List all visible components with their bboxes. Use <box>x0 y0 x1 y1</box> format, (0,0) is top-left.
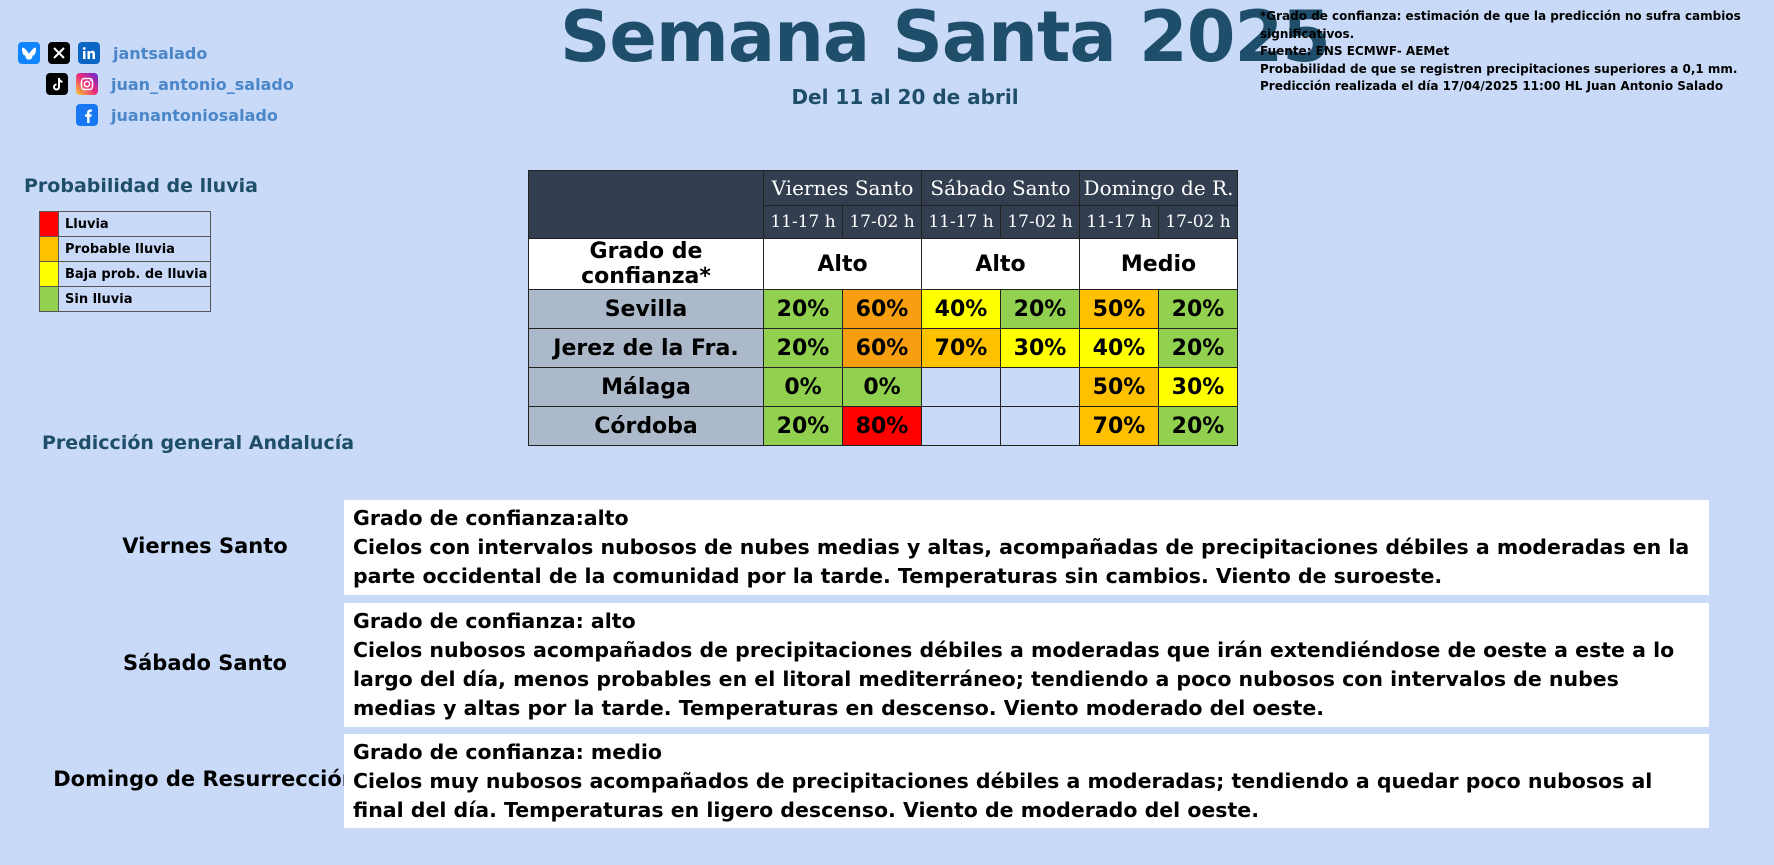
social-handle[interactable]: juan_antonio_salado <box>111 74 294 94</box>
x-icon[interactable] <box>48 42 70 64</box>
prob-cell: 20% <box>763 406 843 446</box>
prob-cell-empty <box>921 367 1001 407</box>
tiktok-icon[interactable] <box>46 73 68 95</box>
prediction-day-label: Sábado Santo <box>123 651 287 675</box>
header-day: Viernes Santo <box>763 170 922 206</box>
table-row: Sevilla 20% 60% 40% 20% 50% 20% <box>528 289 1238 329</box>
prob-cell: 30% <box>1158 367 1238 407</box>
note-source: Fuente: ENS ECMWF- AEMet <box>1260 44 1450 58</box>
legend-title: Probabilidad de lluvia <box>24 175 258 197</box>
legend-swatch <box>39 236 59 262</box>
facebook-icon[interactable] <box>76 104 98 126</box>
prob-cell: 70% <box>921 328 1001 368</box>
legend-swatch <box>39 211 59 237</box>
prediction-confidence: Grado de confianza: medio <box>353 740 662 764</box>
prob-cell: 40% <box>1079 328 1159 368</box>
table-header-days: Viernes Santo Sábado Santo Domingo de R. <box>528 170 1238 239</box>
prob-cell: 50% <box>1079 289 1159 329</box>
prediction-box: Grado de confianza: medio Cielos muy nub… <box>344 734 1709 828</box>
legend-swatch <box>39 286 59 312</box>
prediction-title: Predicción general Andalucía <box>42 432 355 454</box>
prob-cell: 0% <box>842 367 922 407</box>
prediction-confidence: Grado de confianza:alto <box>353 506 629 530</box>
social-handle[interactable]: jantsalado <box>113 43 208 63</box>
legend-label: Baja prob. de lluvia <box>58 261 211 287</box>
legend-label: Sin lluvia <box>58 286 211 312</box>
prediction-day-label: Domingo de Resurrección <box>53 767 357 791</box>
prediction-day-label: Viernes Santo <box>122 534 288 558</box>
prediction-confidence: Grado de confianza: alto <box>353 609 636 633</box>
prob-cell: 20% <box>763 328 843 368</box>
table-row: Málaga 0% 0% 50% 30% <box>528 367 1238 407</box>
legend: Lluvia Probable lluvia Baja prob. de llu… <box>39 211 211 312</box>
legend-item: Sin lluvia <box>39 286 211 312</box>
notes-block: *Grado de confianza: estimación de que l… <box>1260 8 1760 96</box>
note-confidence: *Grado de confianza: estimación de que l… <box>1260 9 1741 41</box>
legend-item: Baja prob. de lluvia <box>39 261 211 287</box>
confidence-value: Alto <box>763 238 922 290</box>
prob-cell: 20% <box>1158 406 1238 446</box>
prediction-text: Cielos muy nubosos acompañados de precip… <box>353 769 1653 822</box>
social-row-3: juanantoniosalado <box>76 104 278 126</box>
page-title: Semana Santa 2025 <box>560 0 1331 78</box>
confidence-label: Grado de confianza* <box>528 238 764 290</box>
header-slot: 17-02 h <box>842 205 922 239</box>
legend-item: Lluvia <box>39 211 211 237</box>
prob-cell: 50% <box>1079 367 1159 407</box>
page-subtitle: Del 11 al 20 de abril <box>791 85 1019 109</box>
prediction-box: Grado de confianza: alto Cielos nubosos … <box>344 603 1709 727</box>
prob-cell: 80% <box>842 406 922 446</box>
instagram-icon[interactable] <box>76 73 98 95</box>
prob-cell: 20% <box>1158 289 1238 329</box>
confidence-value: Medio <box>1079 238 1238 290</box>
prob-cell: 30% <box>1000 328 1080 368</box>
prob-cell: 20% <box>1000 289 1080 329</box>
note-probability: Probabilidad de que se registren precipi… <box>1260 61 1738 76</box>
prob-cell: 40% <box>921 289 1001 329</box>
prob-cell: 0% <box>763 367 843 407</box>
header-slot: 17-02 h <box>1158 205 1238 239</box>
social-row-2: juan_antonio_salado <box>46 73 294 95</box>
prob-cell: 70% <box>1079 406 1159 446</box>
city-label: Jerez de la Fra. <box>528 328 764 368</box>
table-row: Jerez de la Fra. 20% 60% 70% 30% 40% 20% <box>528 328 1238 368</box>
header-day: Domingo de R. <box>1079 170 1238 206</box>
prob-cell: 60% <box>842 289 922 329</box>
legend-label: Lluvia <box>58 211 211 237</box>
rain-probability-table: Viernes Santo Sábado Santo Domingo de R.… <box>528 170 1238 446</box>
table-row: Córdoba 20% 80% 70% 20% <box>528 406 1238 446</box>
note-issued: Predicción realizada el día 17/04/2025 1… <box>1260 79 1724 93</box>
social-handle[interactable]: juanantoniosalado <box>111 105 278 125</box>
confidence-value: Alto <box>921 238 1080 290</box>
prob-cell-empty <box>921 406 1001 446</box>
header-slot: 11-17 h <box>921 205 1001 239</box>
linkedin-icon[interactable] <box>78 42 100 64</box>
prob-cell-empty <box>1000 406 1080 446</box>
legend-label: Probable lluvia <box>58 236 211 262</box>
bluesky-icon[interactable] <box>18 42 40 64</box>
header-day: Sábado Santo <box>921 170 1080 206</box>
prob-cell-empty <box>1000 367 1080 407</box>
legend-item: Probable lluvia <box>39 236 211 262</box>
prob-cell: 20% <box>763 289 843 329</box>
table-header-slots: 11-17 h 17-02 h 11-17 h 17-02 h 11-17 h … <box>529 205 1238 239</box>
table-corner <box>528 170 764 239</box>
prob-cell: 20% <box>1158 328 1238 368</box>
table-row-confidence: Grado de confianza* Alto Alto Medio <box>528 238 1238 290</box>
prediction-text: Cielos con intervalos nubosos de nubes m… <box>353 535 1690 588</box>
social-row-1: jantsalado <box>18 42 207 64</box>
city-label: Málaga <box>528 367 764 407</box>
prediction-text: Cielos nubosos acompañados de precipitac… <box>353 638 1675 720</box>
prob-cell: 60% <box>842 328 922 368</box>
city-label: Córdoba <box>528 406 764 446</box>
prediction-box: Grado de confianza:alto Cielos con inter… <box>344 500 1709 595</box>
header-slot: 17-02 h <box>1000 205 1080 239</box>
header-slot: 11-17 h <box>763 205 843 239</box>
city-label: Sevilla <box>528 289 764 329</box>
legend-swatch <box>39 261 59 287</box>
header-slot: 11-17 h <box>1079 205 1159 239</box>
